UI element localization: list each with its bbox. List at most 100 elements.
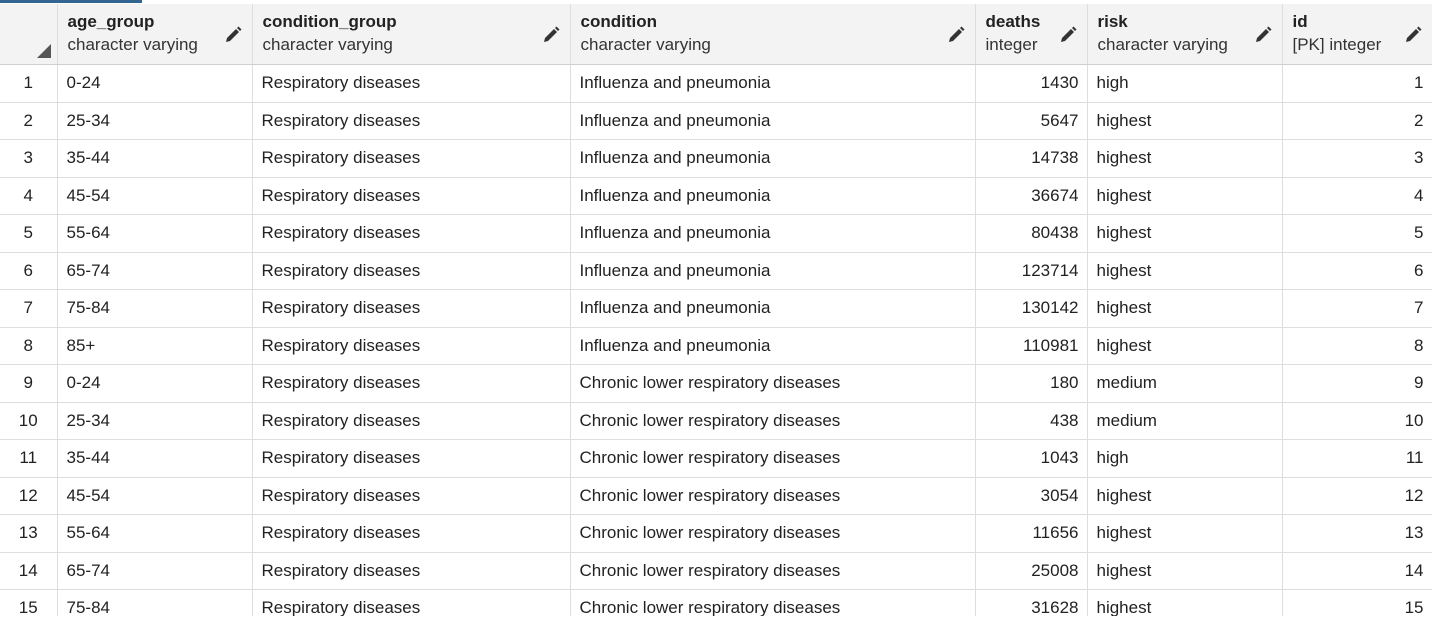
select-all-triangle-icon[interactable] [36, 44, 51, 58]
cell-age-group[interactable]: 25-34 [57, 102, 253, 140]
table-row[interactable]: 13 55-64 Respiratory diseases Chronic lower… [0, 514, 1432, 553]
cell-deaths[interactable]: 110981 [975, 327, 1088, 365]
cell-condition[interactable]: Influenza and pneumonia [570, 177, 976, 215]
cell-risk[interactable]: highest [1087, 327, 1283, 365]
cell-id[interactable]: 6 [1282, 252, 1432, 290]
column-header-condition[interactable]: condition character varying [570, 4, 976, 65]
cell-risk[interactable]: medium [1087, 364, 1283, 403]
pencil-icon[interactable] [1059, 26, 1077, 44]
cell-condition[interactable]: Chronic lower respiratory diseases [570, 439, 976, 478]
column-header-condition-group[interactable]: condition_group character varying [252, 4, 571, 65]
cell-risk[interactable]: highest [1087, 102, 1283, 140]
cell-id[interactable]: 8 [1282, 327, 1432, 365]
row-number-cell[interactable]: 1 [0, 64, 58, 103]
cell-deaths[interactable]: 123714 [975, 252, 1088, 290]
cell-condition-group[interactable]: Respiratory diseases [252, 102, 571, 140]
cell-deaths[interactable]: 25008 [975, 552, 1088, 590]
cell-risk[interactable]: highest [1087, 552, 1283, 590]
cell-age-group[interactable]: 65-74 [57, 252, 253, 290]
column-header-age-group[interactable]: age_group character varying [57, 4, 253, 65]
cell-condition-group[interactable]: Respiratory diseases [252, 514, 571, 553]
cell-condition-group[interactable]: Respiratory diseases [252, 64, 571, 103]
cell-deaths[interactable]: 5647 [975, 102, 1088, 140]
cell-age-group[interactable]: 0-24 [57, 364, 253, 403]
cell-id[interactable]: 1 [1282, 64, 1432, 103]
cell-risk[interactable]: medium [1087, 402, 1283, 440]
cell-id[interactable]: 5 [1282, 214, 1432, 253]
cell-condition[interactable]: Chronic lower respiratory diseases [570, 589, 976, 616]
row-number-cell[interactable]: 2 [0, 102, 58, 140]
cell-risk[interactable]: high [1087, 64, 1283, 103]
pencil-icon[interactable] [1254, 26, 1272, 44]
cell-id[interactable]: 10 [1282, 402, 1432, 440]
row-number-cell[interactable]: 10 [0, 402, 58, 440]
table-row[interactable]: 8 85+ Respiratory diseases Influenza and pn… [0, 327, 1432, 365]
cell-condition-group[interactable]: Respiratory diseases [252, 402, 571, 440]
cell-id[interactable]: 15 [1282, 589, 1432, 616]
cell-age-group[interactable]: 55-64 [57, 214, 253, 253]
cell-deaths[interactable]: 180 [975, 364, 1088, 403]
cell-age-group[interactable]: 45-54 [57, 177, 253, 215]
cell-condition[interactable]: Chronic lower respiratory diseases [570, 552, 976, 590]
pencil-icon[interactable] [1404, 26, 1422, 44]
pencil-icon[interactable] [224, 26, 242, 44]
table-row[interactable]: 3 35-44 Respiratory diseases Influenza and … [0, 139, 1432, 178]
cell-id[interactable]: 9 [1282, 364, 1432, 403]
cell-deaths[interactable]: 14738 [975, 139, 1088, 178]
table-row[interactable]: 6 65-74 Respiratory diseases Influenza and … [0, 252, 1432, 290]
row-number-cell[interactable]: 5 [0, 214, 58, 253]
cell-deaths[interactable]: 438 [975, 402, 1088, 440]
cell-age-group[interactable]: 35-44 [57, 139, 253, 178]
cell-deaths[interactable]: 11656 [975, 514, 1088, 553]
table-row[interactable]: 2 25-34 Respiratory diseases Influenza and … [0, 102, 1432, 140]
cell-risk[interactable]: highest [1087, 514, 1283, 553]
row-number-cell[interactable]: 14 [0, 552, 58, 590]
cell-condition-group[interactable]: Respiratory diseases [252, 214, 571, 253]
cell-condition[interactable]: Chronic lower respiratory diseases [570, 477, 976, 515]
cell-condition[interactable]: Influenza and pneumonia [570, 214, 976, 253]
cell-deaths[interactable]: 80438 [975, 214, 1088, 253]
column-header-risk[interactable]: risk character varying [1087, 4, 1283, 65]
cell-deaths[interactable]: 3054 [975, 477, 1088, 515]
cell-id[interactable]: 3 [1282, 139, 1432, 178]
row-number-cell[interactable]: 6 [0, 252, 58, 290]
row-number-cell[interactable]: 13 [0, 514, 58, 553]
table-row[interactable]: 15 75-84 Respiratory diseases Chronic lower… [0, 589, 1432, 616]
cell-id[interactable]: 12 [1282, 477, 1432, 515]
table-row[interactable]: 7 75-84 Respiratory diseases Influenza and … [0, 289, 1432, 328]
cell-condition-group[interactable]: Respiratory diseases [252, 552, 571, 590]
cell-risk[interactable]: high [1087, 439, 1283, 478]
table-row[interactable]: 11 35-44 Respiratory diseases Chronic lower… [0, 439, 1432, 478]
row-number-cell[interactable]: 9 [0, 364, 58, 403]
table-row[interactable]: 12 45-54 Respiratory diseases Chronic lower… [0, 477, 1432, 515]
cell-age-group[interactable]: 65-74 [57, 552, 253, 590]
cell-age-group[interactable]: 55-64 [57, 514, 253, 553]
cell-condition[interactable]: Chronic lower respiratory diseases [570, 514, 976, 553]
cell-condition[interactable]: Influenza and pneumonia [570, 327, 976, 365]
cell-risk[interactable]: highest [1087, 477, 1283, 515]
cell-condition-group[interactable]: Respiratory diseases [252, 589, 571, 616]
cell-id[interactable]: 4 [1282, 177, 1432, 215]
cell-age-group[interactable]: 75-84 [57, 289, 253, 328]
cell-risk[interactable]: highest [1087, 252, 1283, 290]
cell-age-group[interactable]: 85+ [57, 327, 253, 365]
row-number-cell[interactable]: 4 [0, 177, 58, 215]
cell-risk[interactable]: highest [1087, 139, 1283, 178]
cell-condition-group[interactable]: Respiratory diseases [252, 439, 571, 478]
cell-condition[interactable]: Chronic lower respiratory diseases [570, 364, 976, 403]
cell-risk[interactable]: highest [1087, 289, 1283, 328]
cell-condition-group[interactable]: Respiratory diseases [252, 289, 571, 328]
cell-risk[interactable]: highest [1087, 214, 1283, 253]
cell-condition[interactable]: Influenza and pneumonia [570, 252, 976, 290]
column-header-deaths[interactable]: deaths integer [975, 4, 1088, 65]
cell-condition-group[interactable]: Respiratory diseases [252, 327, 571, 365]
table-row[interactable]: 4 45-54 Respiratory diseases Influenza and … [0, 177, 1432, 215]
cell-condition[interactable]: Chronic lower respiratory diseases [570, 402, 976, 440]
cell-id[interactable]: 2 [1282, 102, 1432, 140]
cell-age-group[interactable]: 25-34 [57, 402, 253, 440]
select-all-cell[interactable] [0, 4, 58, 65]
row-number-cell[interactable]: 15 [0, 589, 58, 616]
row-number-cell[interactable]: 11 [0, 439, 58, 478]
cell-condition[interactable]: Influenza and pneumonia [570, 102, 976, 140]
cell-condition-group[interactable]: Respiratory diseases [252, 177, 571, 215]
